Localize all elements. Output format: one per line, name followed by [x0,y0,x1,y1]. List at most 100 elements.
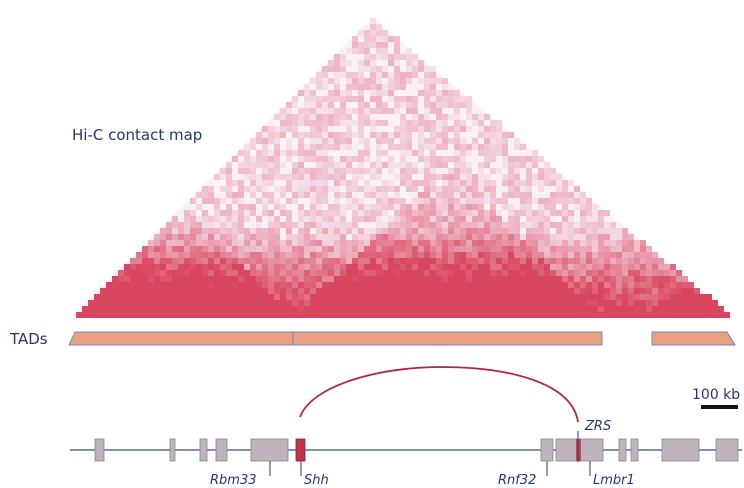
contact-map-cell [292,252,298,258]
contact-map-cell [526,204,532,210]
contact-map-cell [328,282,334,288]
contact-map-cell [376,246,382,252]
contact-map-cell [316,126,322,132]
contact-map-cell [382,276,388,282]
gene-label-rbm33: Rbm33 [210,473,257,488]
contact-map-cell [592,210,598,216]
contact-map-cell [238,168,244,174]
contact-map-cell [328,96,334,102]
contact-map-cell [604,210,610,216]
contact-map-cell [262,306,268,312]
contact-map-cell [388,60,394,66]
contact-map-cell [412,240,418,246]
contact-map-cell [382,102,388,108]
contact-map-cell [340,120,346,126]
contact-map-cell [472,252,478,258]
contact-map-cell [322,132,328,138]
contact-map-cell [424,186,430,192]
contact-map-cell [370,270,376,276]
contact-map-cell [208,252,214,258]
contact-map-cell [412,162,418,168]
contact-map-cell [292,312,298,318]
contact-map-cell [322,306,328,312]
contact-map-cell [364,180,370,186]
contact-map-cell [406,204,412,210]
contact-map-cell [322,300,328,306]
contact-map-cell [388,156,394,162]
contact-map-cell [280,114,286,120]
contact-map-cell [184,312,190,318]
contact-map-cell [424,300,430,306]
contact-map-cell [322,198,328,204]
contact-map-cell [184,270,190,276]
contact-map-cell [424,258,430,264]
contact-map-cell [274,282,280,288]
contact-map-cell [256,174,262,180]
contact-map-cell [388,294,394,300]
contact-map-cell [640,270,646,276]
contact-map-cell [484,162,490,168]
contact-map-cell [178,288,184,294]
contact-map-cell [388,264,394,270]
contact-map-cell [286,240,292,246]
contact-map-cell [274,270,280,276]
contact-map-cell [604,270,610,276]
contact-map-cell [490,210,496,216]
contact-map-cell [202,198,208,204]
contact-map-cell [454,300,460,306]
contact-map-cell [286,270,292,276]
contact-map-cell [412,108,418,114]
contact-map-cell [640,252,646,258]
contact-map-cell [370,306,376,312]
contact-map-cell [340,252,346,258]
contact-map-cell [274,186,280,192]
contact-map-cell [208,222,214,228]
contact-map-cell [478,234,484,240]
contact-map-cell [280,312,286,318]
contact-map-cell [406,180,412,186]
contact-map-cell [460,192,466,198]
contact-map-cell [412,258,418,264]
contact-map-cell [580,234,586,240]
contact-map-cell [220,198,226,204]
contact-map-cell [370,36,376,42]
contact-map-cell [262,294,268,300]
contact-map-cell [670,270,676,276]
contact-map-cell [544,282,550,288]
contact-map-cell [310,282,316,288]
contact-map-cell [568,198,574,204]
contact-map-cell [202,222,208,228]
contact-map-cell [376,276,382,282]
contact-map-cell [364,270,370,276]
contact-map-cell [244,162,250,168]
contact-map-cell [676,312,682,318]
contact-map-cell [394,102,400,108]
contact-map-cell [352,186,358,192]
contact-map-cell [370,264,376,270]
contact-map-cell [658,276,664,282]
contact-map-cell [442,162,448,168]
contact-map-cell [316,102,322,108]
contact-map-cell [490,270,496,276]
contact-map-cell [196,234,202,240]
contact-map-cell [448,246,454,252]
contact-map-cell [250,156,256,162]
contact-map-cell [112,312,118,318]
contact-map-cell [322,126,328,132]
contact-map-cell [556,276,562,282]
contact-map-cell [574,294,580,300]
contact-map-cell [556,174,562,180]
contact-map-cell [382,234,388,240]
contact-map-cell [226,204,232,210]
contact-map-cell [616,306,622,312]
contact-map-cell [346,132,352,138]
contact-map-cell [490,222,496,228]
contact-map-cell [220,210,226,216]
contact-map-cell [328,90,334,96]
contact-map-cell [334,258,340,264]
contact-map-cell [406,270,412,276]
contact-map-cell [550,270,556,276]
contact-map-cell [292,114,298,120]
contact-map-cell [394,42,400,48]
contact-map-cell [394,144,400,150]
